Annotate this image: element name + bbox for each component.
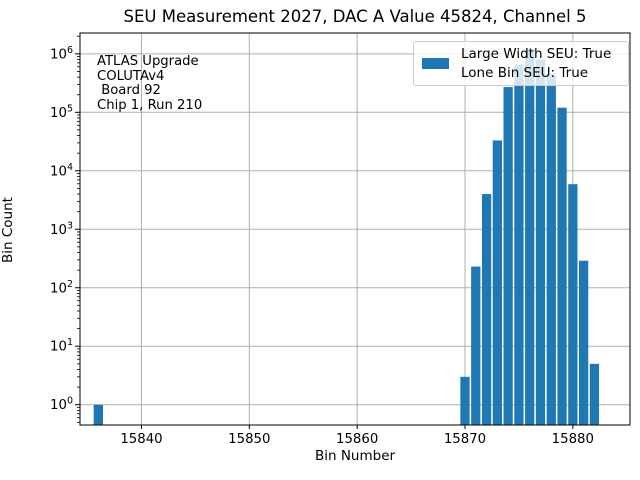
y-tick-label: 104 [50, 162, 73, 180]
x-axis-label: Bin Number [314, 448, 396, 464]
histogram-bar [557, 107, 567, 425]
histogram-bar [546, 73, 556, 426]
histogram-bar [589, 363, 600, 425]
histogram-bar [568, 184, 578, 425]
annotation-line-1: ATLAS Upgrade [97, 54, 199, 69]
histogram-bar [525, 49, 535, 426]
x-tick-label: 15880 [552, 432, 594, 447]
y-tick-label: 100 [50, 396, 73, 414]
x-tick-label: 15860 [336, 432, 378, 447]
histogram-bar [492, 140, 502, 425]
legend-label-lone-bin: Lone Bin SEU: True [461, 64, 589, 81]
annotation-line-2: COLUTAv4 [97, 68, 165, 84]
x-tick-label: 15850 [228, 432, 270, 447]
histogram-bar [514, 64, 524, 425]
legend-swatch [422, 58, 449, 69]
annotation-line-3: Board 92 [97, 83, 161, 99]
chart-title: SEU Measurement 2027, DAC A Value 45824,… [123, 7, 587, 26]
y-tick-label: 101 [50, 337, 73, 355]
x-tick-label: 15870 [444, 432, 486, 447]
y-tick-label: 102 [50, 279, 73, 297]
legend-box: Large Width SEU: True Lone Bin SEU: True [413, 41, 629, 86]
y-tick-label: 103 [50, 220, 73, 238]
y-axis-label: Bin Count [0, 197, 16, 263]
legend-label-large-width: Large Width SEU: True [461, 45, 612, 62]
histogram-bar [578, 260, 589, 425]
histogram-bar [481, 194, 492, 425]
histogram-bar [460, 376, 470, 425]
x-tick-label: 15840 [120, 432, 162, 447]
annotation-block: ATLAS Upgrade COLUTAv4 Board 92 Chip 1, … [97, 54, 203, 114]
y-tick-label: 105 [50, 103, 73, 121]
histogram-bar [503, 87, 513, 425]
annotation-line-4: Chip 1, Run 210 [97, 98, 203, 114]
y-tick-label: 106 [50, 45, 73, 63]
histogram-bar [93, 404, 103, 425]
histogram-bar [471, 266, 481, 425]
histogram-bar [535, 59, 546, 425]
legend-labels: Large Width SEU: True Lone Bin SEU: True [461, 45, 611, 83]
